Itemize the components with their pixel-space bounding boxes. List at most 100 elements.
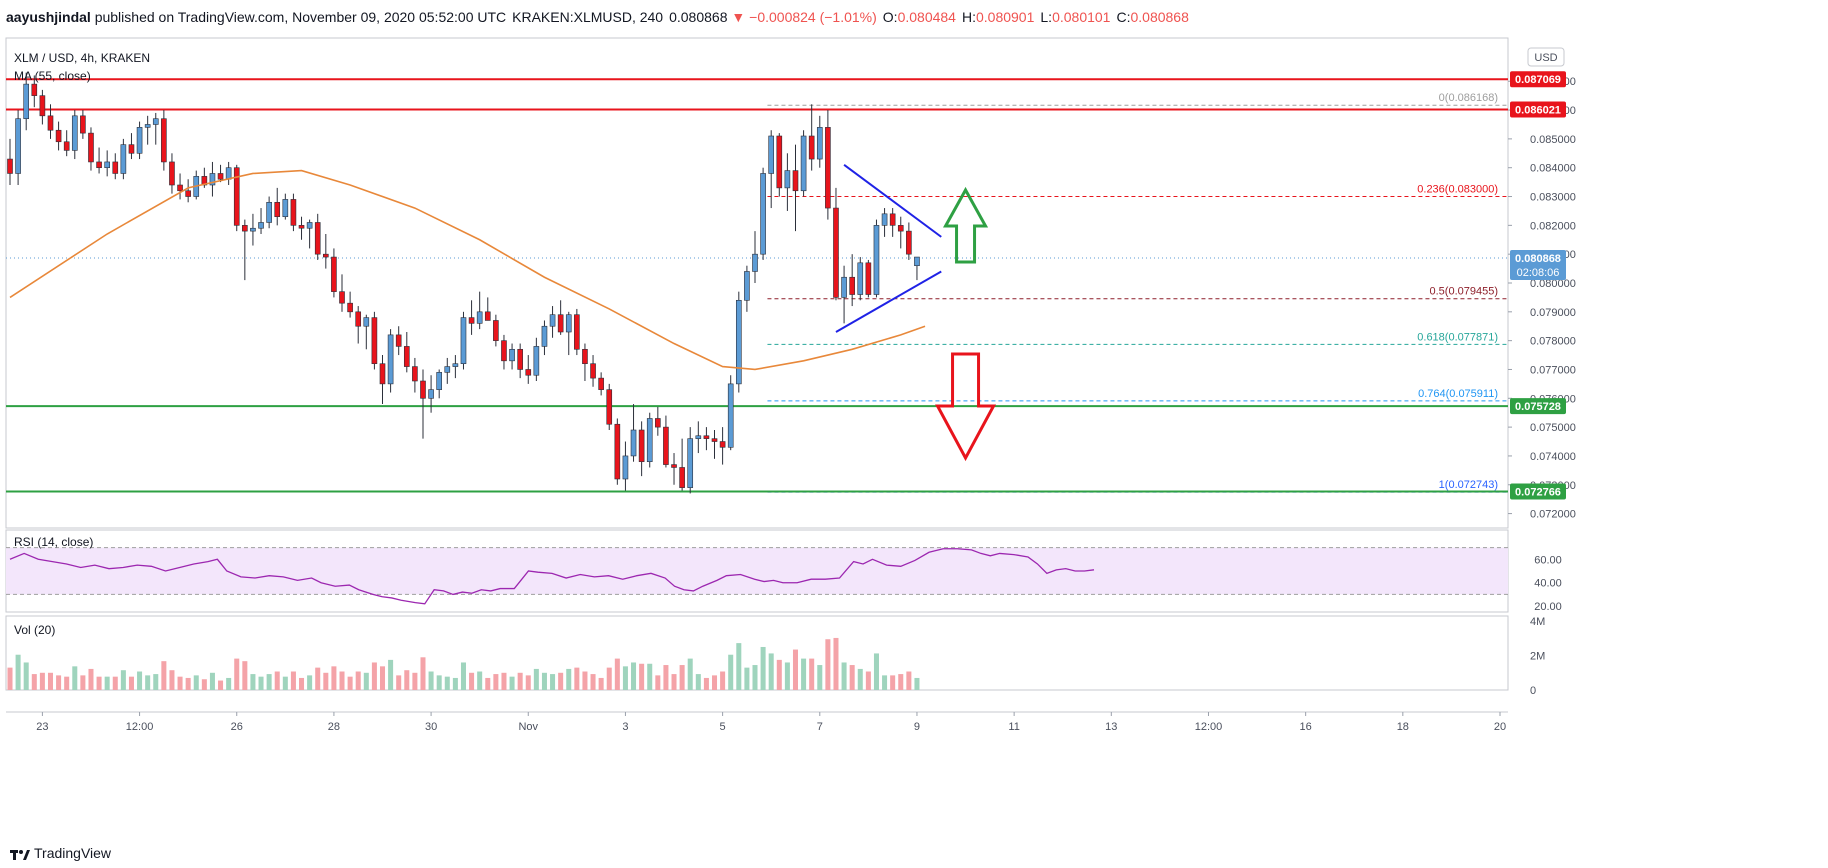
candle-body (744, 271, 750, 301)
volume-bar (331, 666, 337, 690)
candle-body (614, 423, 621, 480)
candle-body (403, 346, 410, 367)
candle-body (242, 225, 248, 232)
candle-body (452, 363, 459, 367)
volume-bar (274, 671, 280, 690)
volume-bar (153, 674, 159, 690)
fib-level-label: 0.764(0.075911) (1418, 388, 1498, 400)
volume-bar (574, 667, 580, 690)
volume-bar (72, 666, 78, 690)
price-tick-label: 0.075000 (1530, 422, 1576, 434)
candle-body (282, 199, 289, 218)
volume-bar (598, 677, 604, 690)
candle-body (857, 262, 864, 295)
volume-bar (703, 677, 709, 690)
volume-bar (444, 676, 450, 690)
fib-level-label: 0(0.086168) (1439, 92, 1498, 104)
candle-body (104, 161, 110, 169)
header-bar: aayushjindal published on TradingView.co… (6, 4, 1189, 30)
candle-body (55, 129, 62, 143)
symbol-label[interactable]: KRAKEN:XLMUSD, 240 (512, 9, 664, 25)
ma-indicator-label: MA (55, close) (14, 69, 91, 83)
arrow-down-icon (935, 352, 997, 462)
close-label: C: (1116, 9, 1131, 25)
volume-bar (509, 676, 515, 690)
volume-bar (31, 674, 37, 690)
current-price-label: 0.080868 (1515, 253, 1561, 265)
candle-body (331, 256, 337, 292)
volume-bar (420, 657, 426, 690)
candle-body (833, 207, 839, 298)
volume-bar (323, 672, 329, 690)
candle-body (752, 253, 758, 272)
volume-bar (428, 671, 434, 690)
resistance-price-tag (1510, 101, 1566, 118)
price-tick-label: 0.085000 (1530, 134, 1576, 146)
candle-body (71, 115, 78, 151)
volume-bar (914, 677, 920, 690)
volume-bar (792, 649, 798, 690)
time-tick-label: 5 (720, 721, 726, 733)
candle-body (501, 340, 507, 362)
volume-bar (582, 671, 588, 690)
candle-body (314, 222, 321, 255)
time-tick-label: 3 (622, 721, 628, 733)
volume-bar (477, 671, 483, 690)
volume-bar (663, 665, 669, 690)
volume-bar (371, 662, 377, 690)
volume-bar (452, 677, 458, 690)
resistance-price-label: 0.087069 (1515, 74, 1561, 86)
volume-bar (841, 662, 847, 690)
footer-brand[interactable]: TradingView (10, 842, 111, 864)
candle-body (671, 464, 677, 468)
volume-bar (825, 639, 831, 690)
candle-body (711, 438, 718, 442)
candle-body (371, 317, 378, 365)
candle-body (355, 311, 362, 327)
volume-bar (250, 674, 256, 690)
volume-bar (226, 677, 232, 690)
currency-label: USD (1534, 52, 1557, 64)
candle-body (306, 222, 313, 229)
candle-body (881, 213, 888, 226)
volume-bar (56, 675, 62, 690)
candle-body (258, 222, 264, 229)
candle-body (703, 435, 710, 439)
author-name[interactable]: aayushjindal (6, 9, 91, 25)
candle-body (735, 299, 742, 385)
price-tick-label: 0.078000 (1530, 336, 1576, 348)
volume-bar (776, 659, 782, 690)
volume-bar (558, 672, 564, 690)
support-price-label: 0.072766 (1515, 487, 1561, 499)
candle-body (760, 173, 766, 255)
rsi-tick-label: 40.00 (1534, 578, 1562, 590)
high-label: H: (961, 9, 976, 25)
candle-body (841, 276, 847, 298)
candle-body (225, 167, 232, 180)
candle-body (96, 161, 102, 169)
volume-bar (64, 676, 70, 690)
candle-body (873, 225, 880, 295)
arrow-up-icon (942, 186, 989, 264)
candle-body (695, 435, 702, 439)
candle-body (679, 467, 685, 488)
candle-body (80, 115, 86, 134)
candle-body (768, 135, 775, 174)
volume-bar (720, 671, 726, 690)
bar-countdown-label: 02:08:06 (1517, 267, 1560, 279)
volume-bar (857, 668, 863, 690)
volume-bar (266, 674, 272, 690)
candle-body (493, 320, 499, 341)
time-tick-label: 7 (817, 721, 823, 733)
volume-bar (655, 675, 661, 690)
candle-body (565, 314, 572, 333)
support-price-label: 0.075728 (1515, 401, 1561, 413)
candle-body (460, 317, 467, 365)
volume-bar (347, 676, 353, 690)
candle-body (15, 118, 21, 174)
volume-bar (768, 653, 774, 690)
volume-bar (517, 672, 523, 690)
candle-body (582, 348, 588, 365)
volume-bar (639, 663, 645, 690)
